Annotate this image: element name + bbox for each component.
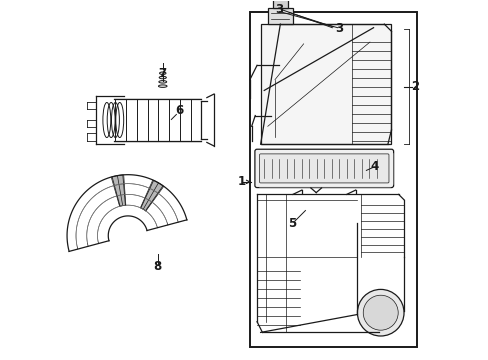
FancyBboxPatch shape [254,149,393,188]
Text: 7: 7 [159,67,166,80]
Ellipse shape [159,81,166,83]
Ellipse shape [357,289,403,336]
Text: 5: 5 [288,217,296,230]
Text: 2: 2 [410,80,418,93]
FancyBboxPatch shape [260,24,391,144]
Bar [273,0,287,8]
Text: 3: 3 [335,22,343,35]
Ellipse shape [159,76,166,79]
Text: 6: 6 [175,104,183,117]
Polygon shape [141,180,163,211]
Polygon shape [112,175,125,206]
Bar [249,12,416,347]
Text: 8: 8 [153,260,162,273]
Bar [267,8,292,24]
Ellipse shape [159,72,165,75]
Text: 1: 1 [237,175,245,188]
Ellipse shape [363,295,397,330]
Text: 4: 4 [370,160,378,173]
Ellipse shape [158,85,167,87]
Text: 3: 3 [275,3,283,15]
FancyBboxPatch shape [259,154,388,183]
